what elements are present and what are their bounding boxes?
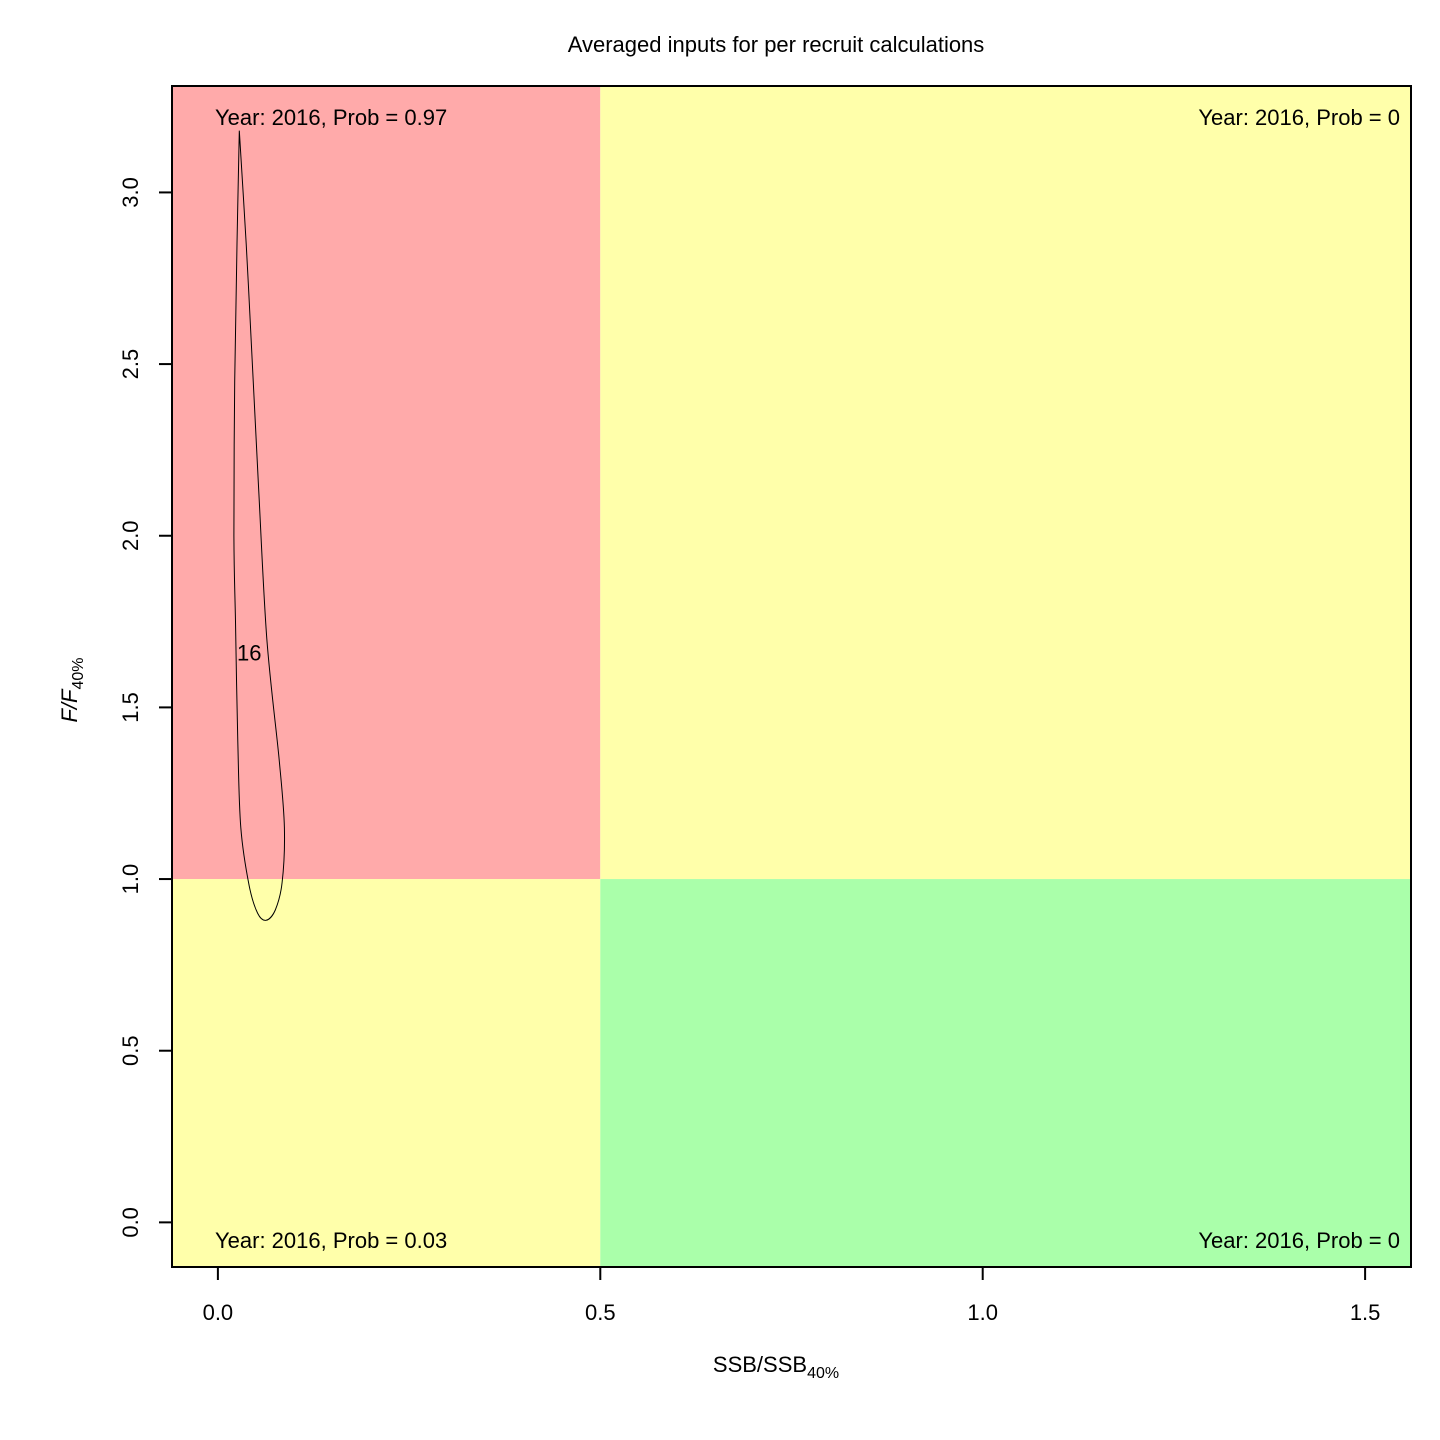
quadrant-label-bottom-right: Year: 2016, Prob = 0 (1198, 1228, 1400, 1253)
chart-title: Averaged inputs for per recruit calculat… (568, 32, 985, 57)
x-tick-label: 1.5 (1350, 1300, 1381, 1325)
contour-label: 16 (237, 640, 261, 665)
x-tick-label: 0.0 (203, 1300, 234, 1325)
quadrant-healthy-overfishing (600, 86, 1411, 880)
quadrant-healthy (600, 879, 1411, 1267)
y-axis-label-subscript: 40% (70, 657, 87, 689)
quadrant-overfished-overfishing (172, 86, 601, 880)
x-tick-label: 1.0 (967, 1300, 998, 1325)
y-tick-label: 3.0 (118, 177, 143, 208)
y-tick-label: 2.0 (118, 520, 143, 551)
x-axis-label-subscript: 40% (807, 1365, 839, 1382)
quadrant-label-bottom-left: Year: 2016, Prob = 0.03 (215, 1228, 447, 1253)
quadrant-label-top-left: Year: 2016, Prob = 0.97 (215, 105, 447, 130)
y-tick-label: 1.0 (118, 864, 143, 895)
y-tick-label: 2.5 (118, 349, 143, 380)
x-axis-label-main: SSB/SSB (713, 1352, 807, 1377)
y-tick-label: 0.0 (118, 1207, 143, 1238)
y-axis-label-main: F/F (57, 688, 82, 723)
x-tick-label: 0.5 (585, 1300, 616, 1325)
contour-line (233, 130, 286, 921)
quadrant-label-top-right: Year: 2016, Prob = 0 (1198, 105, 1400, 130)
y-tick-label: 1.5 (118, 692, 143, 723)
x-axis-label: SSB/SSB40% (713, 1352, 839, 1382)
y-tick-label: 0.5 (118, 1035, 143, 1066)
quadrant-overfished-healthy (172, 879, 601, 1267)
y-axis-label: F/F40% (57, 657, 87, 722)
